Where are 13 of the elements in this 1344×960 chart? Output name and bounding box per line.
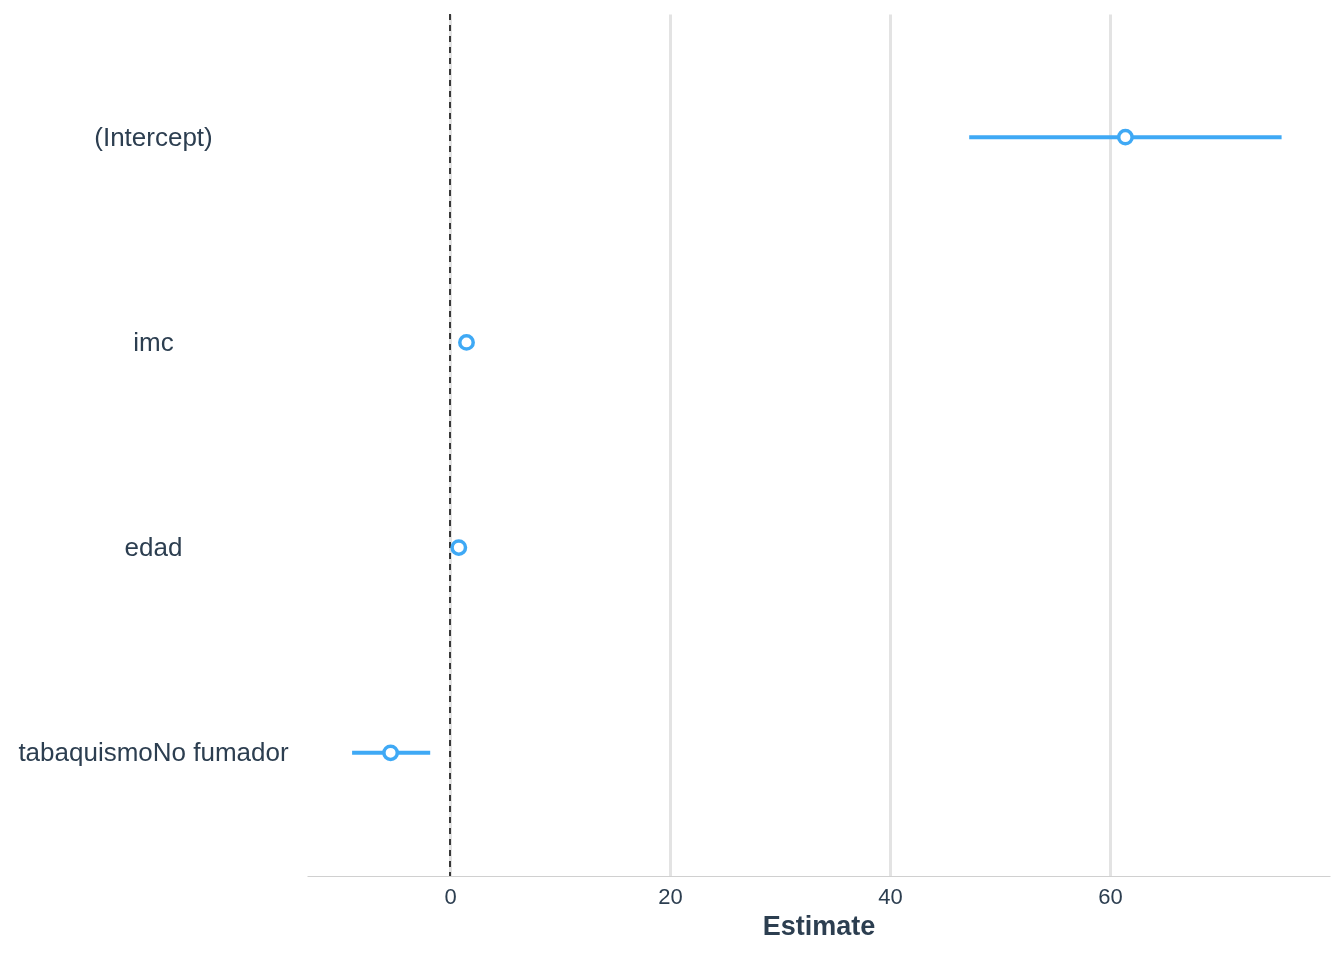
x-tick-label: 40: [878, 883, 903, 909]
point: [382, 744, 400, 762]
point: [450, 539, 468, 557]
x-tick-label: 20: [658, 883, 683, 909]
x-axis-title: Estimate: [762, 910, 876, 941]
y-tick-label: edad: [124, 532, 183, 563]
x-tick-label: 60: [1098, 883, 1123, 909]
x-tick-label: 0: [444, 883, 457, 909]
y-tick-label: (Intercept): [94, 121, 213, 152]
point: [1116, 128, 1134, 146]
point: [458, 333, 475, 351]
y-tick-label: tabaquismoNo fumador: [18, 737, 289, 768]
y-tick-label: imc: [133, 326, 174, 357]
